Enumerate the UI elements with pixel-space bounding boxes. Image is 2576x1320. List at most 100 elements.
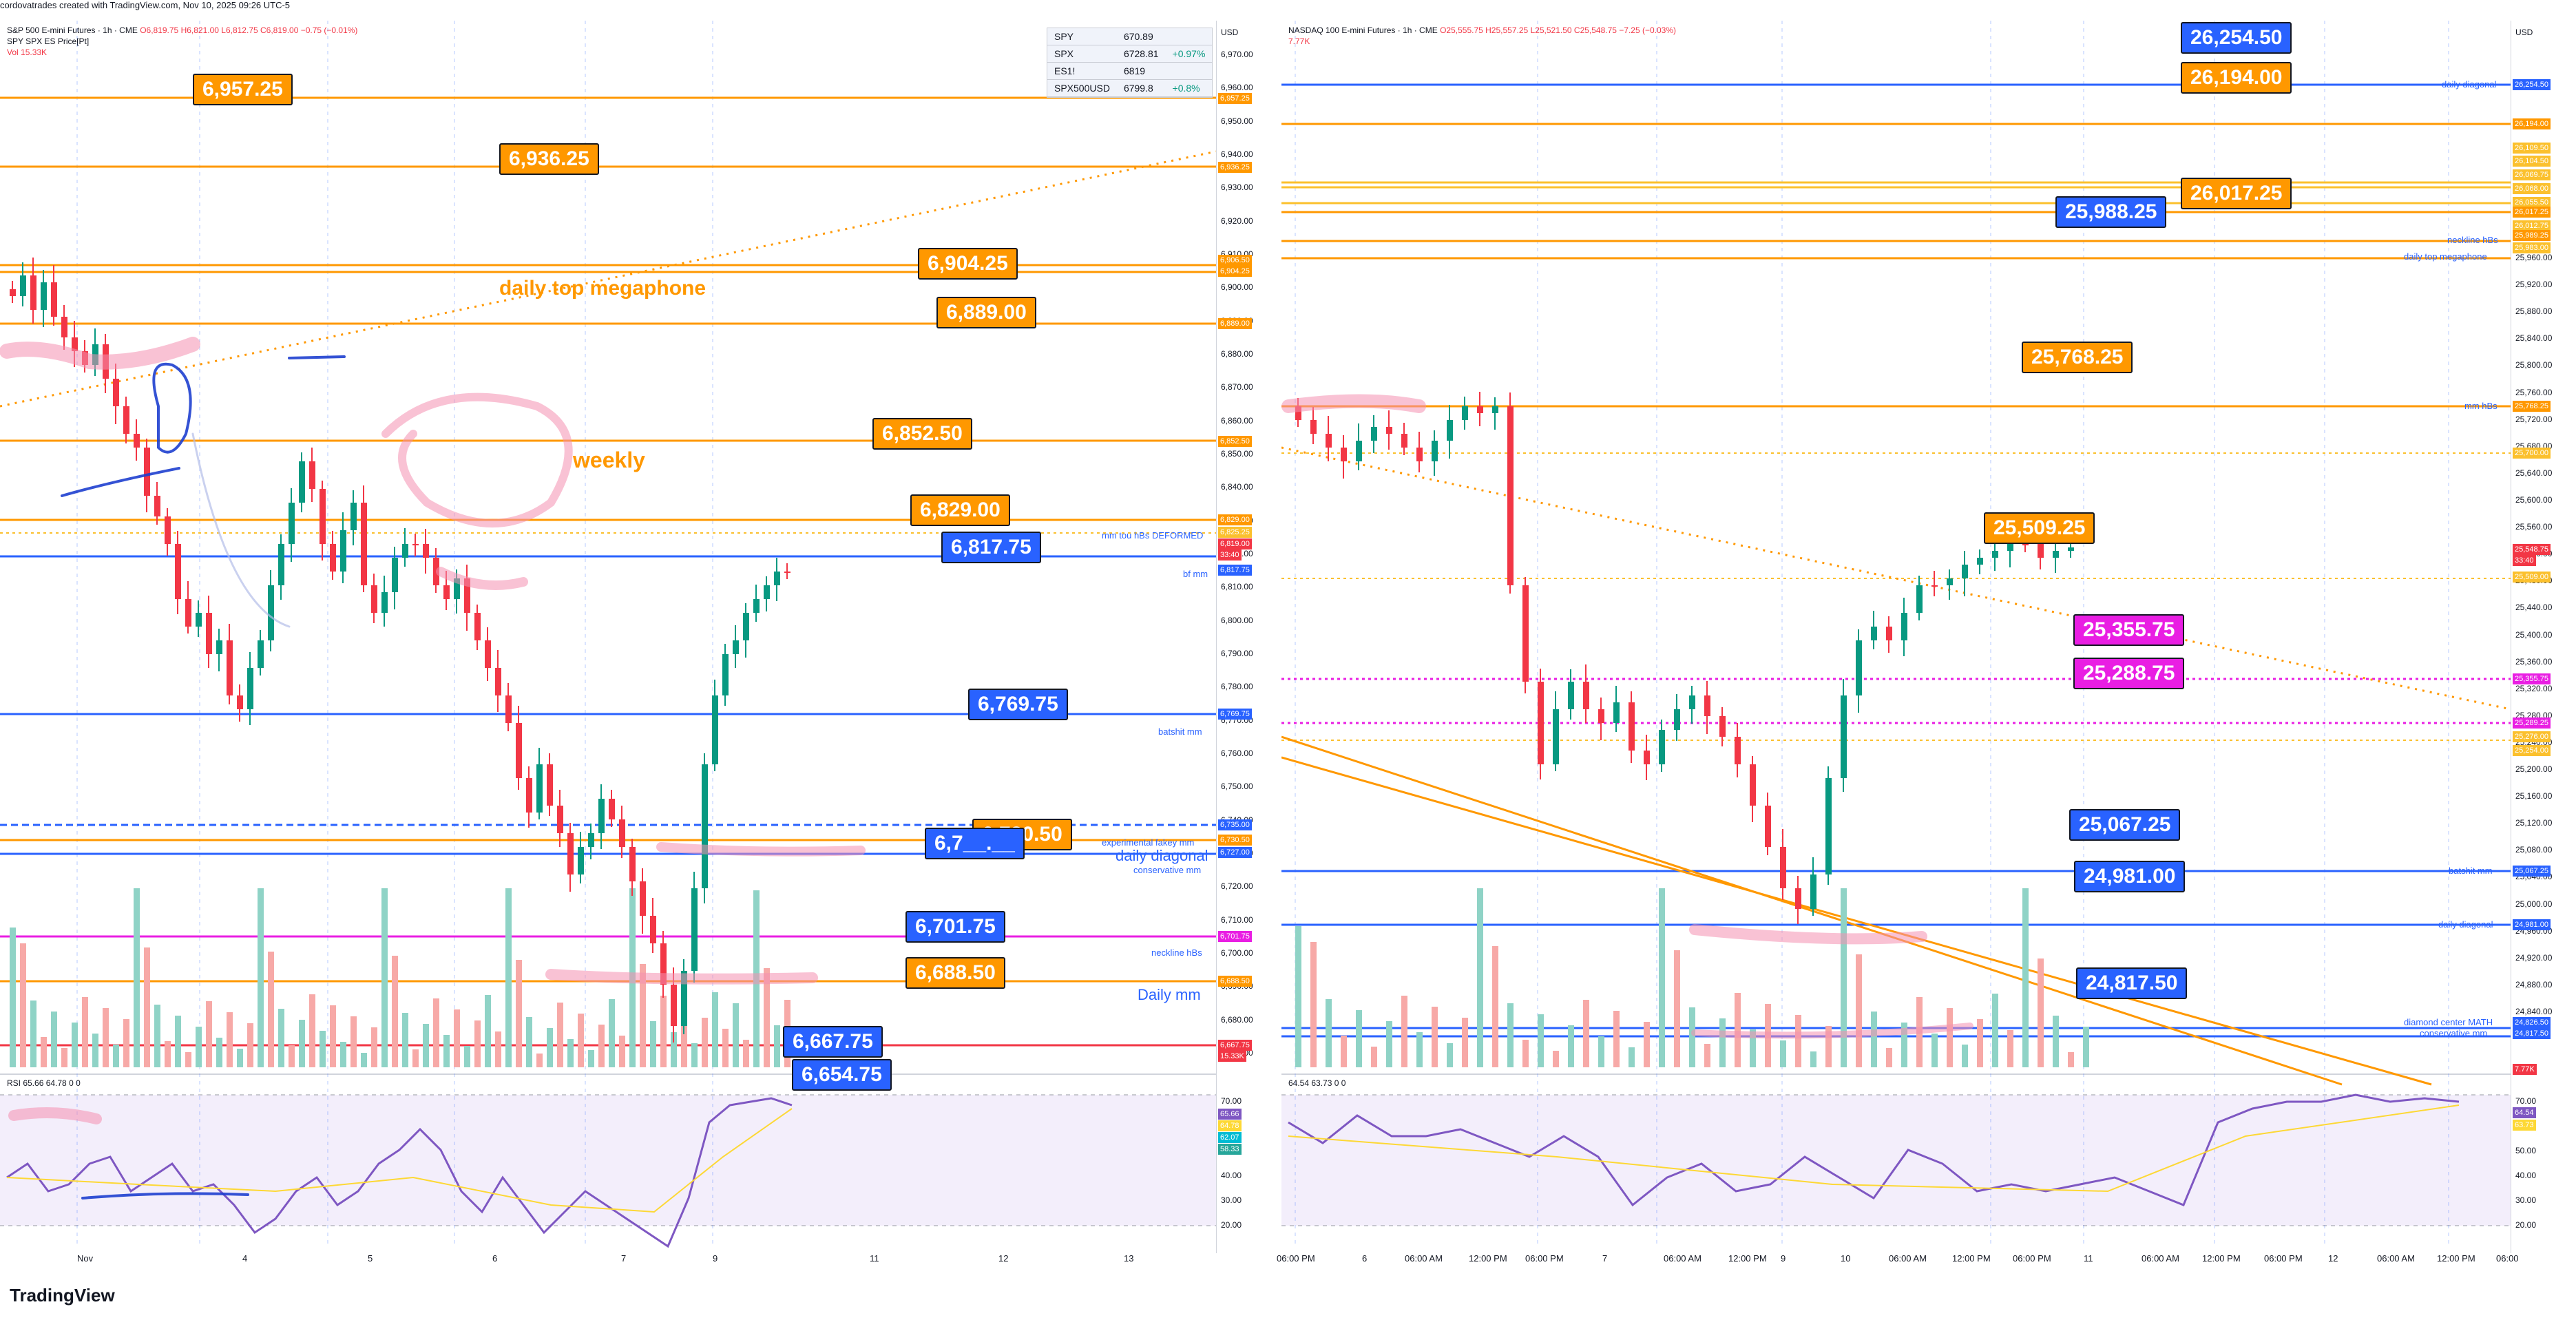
right-price-chart[interactable]: [1281, 21, 2511, 1253]
candle-body: [702, 764, 708, 888]
candle-body: [1916, 585, 1923, 613]
price-tick: 6,710.00: [1221, 914, 1253, 925]
candle-body: [2007, 544, 2013, 551]
candle-body: [227, 640, 233, 695]
price-tick: 6,760.00: [1221, 748, 1253, 758]
axis-price-label: 26,069.75: [2513, 169, 2551, 180]
candle-body: [1704, 695, 1710, 716]
price-callout[interactable]: 6,7__.__: [925, 828, 1025, 859]
candle-body: [722, 654, 729, 695]
axis-price-label: 25,983.00: [2513, 242, 2551, 253]
price-callout[interactable]: 26,017.25: [2181, 178, 2292, 209]
price-tick: 6,790.00: [1221, 649, 1253, 658]
candle-body: [1735, 737, 1741, 764]
watchlist-row[interactable]: SPX 6728.81 +0.97%: [1047, 45, 1213, 63]
candle-body: [381, 592, 388, 613]
left-price-chart[interactable]: [0, 21, 1216, 1253]
price-tick: 6,940.00: [1221, 149, 1253, 159]
candle-body: [1401, 434, 1407, 448]
axis-price-label: 26,055.50: [2513, 197, 2551, 208]
candle-body: [1795, 888, 1801, 909]
price-callout[interactable]: 6,889.00: [936, 297, 1036, 328]
watchlist-row[interactable]: SPY 670.89: [1047, 28, 1213, 45]
rsi-band: [0, 1095, 1216, 1226]
time-axis-label: 5: [368, 1253, 373, 1264]
price-callout[interactable]: 24,981.00: [2074, 861, 2186, 892]
volume-bar: [258, 888, 264, 1067]
volume-bar: [41, 1037, 47, 1067]
price-callout[interactable]: 25,768.25: [2022, 342, 2133, 373]
rsi-tick: 30.00: [1221, 1195, 1242, 1205]
level-label: mm tou hBs DEFORMED: [1102, 530, 1204, 541]
price-callout[interactable]: 6,817.75: [941, 532, 1041, 563]
watchlist-row[interactable]: ES1! 6819: [1047, 62, 1213, 80]
axis-price-label: 6,701.75: [1218, 931, 1252, 942]
level-label: mm hBs: [2464, 401, 2498, 411]
price-callout[interactable]: 26,254.50: [2181, 22, 2292, 54]
candle-body: [1447, 420, 1453, 441]
left-price-axis[interactable]: USD 6,970.00 6,960.00 6,950.00 6,940.00 6,93…: [1216, 21, 1282, 1253]
candle-body: [340, 530, 346, 572]
candle-body: [1856, 640, 1862, 695]
price-tick: 25,360.00: [2515, 656, 2553, 667]
price-callout[interactable]: 25,067.25: [2069, 809, 2181, 841]
candle-body: [2053, 551, 2059, 558]
price-callout[interactable]: 6,852.50: [872, 418, 972, 450]
price-callout[interactable]: 25,288.75: [2073, 658, 2185, 689]
volume-bar: [2007, 1030, 2013, 1067]
watch-change: +0.8%: [1165, 79, 1213, 97]
rsi-tick: 50.00: [2515, 1146, 2537, 1155]
price-callout[interactable]: 6,957.25: [193, 74, 293, 105]
left-chart-pane[interactable]: S&P 500 E-mini Futures · 1h · CME O6,819…: [0, 21, 1217, 1253]
candle-body: [578, 847, 584, 874]
price-callout[interactable]: 25,509.25: [1984, 512, 2095, 544]
price-callout[interactable]: 25,355.75: [2073, 614, 2185, 646]
candle-body: [41, 282, 47, 310]
volume-bar: [134, 888, 140, 1067]
time-axis-label: 10: [1841, 1253, 1851, 1264]
watchlist-row[interactable]: SPX500USD 6799.8 +0.8%: [1047, 79, 1213, 97]
right-chart-pane[interactable]: NASDAQ 100 E-mini Futures · 1h · CME O25…: [1281, 21, 2511, 1253]
price-callout[interactable]: 6,829.00: [910, 494, 1010, 526]
volume-bar: [289, 1045, 295, 1067]
price-callout[interactable]: 6,701.75: [905, 911, 1005, 943]
watchlist-widget: SPY 670.89 SPX 6728.81 +0.97% ES1! 6819 SPX500U…: [1047, 28, 1213, 98]
price-tick: 24,840.00: [2515, 1007, 2553, 1016]
price-callout[interactable]: 6,904.25: [918, 248, 1018, 280]
time-axis-label: 06:00 AM: [2142, 1253, 2179, 1264]
candle-body: [289, 503, 295, 544]
volume-bar: [330, 1005, 336, 1067]
volume-bar: [1568, 1025, 1574, 1067]
volume-bar: [1841, 888, 1847, 1067]
right-price-axis[interactable]: USD 25,960.00 25,920.00 25,880.00 25,840.00…: [2511, 21, 2576, 1253]
axis-price-label: 6,769.75: [1218, 709, 1252, 720]
price-callout[interactable]: 6,688.50: [905, 957, 1005, 989]
price-tick: 6,960.00: [1221, 83, 1253, 93]
price-callout[interactable]: 6,667.75: [783, 1026, 883, 1058]
price-callout[interactable]: 6,769.75: [968, 689, 1068, 720]
price-callout[interactable]: 24,817.50: [2076, 967, 2188, 999]
price-callout[interactable]: 6,654.75: [792, 1059, 892, 1091]
brand-text: TradingView: [10, 1285, 115, 1306]
axis-price-label: 6,730.50: [1218, 835, 1252, 846]
price-callout[interactable]: 26,194.00: [2181, 62, 2292, 94]
volume-bar: [433, 998, 439, 1067]
axis-price-label: 25,355.75: [2513, 673, 2551, 684]
volume-bar: [278, 1009, 284, 1067]
volume-bar: [1856, 954, 1862, 1067]
axis-price-label: 6,889.00: [1218, 318, 1252, 329]
price-callout[interactable]: 25,988.25: [2055, 196, 2167, 228]
volume-bar: [227, 1012, 233, 1067]
price-tick: 6,800.00: [1221, 615, 1253, 625]
candle-body: [516, 723, 522, 778]
right-ohlc: O25,555.75 H25,557.25 L25,521.50 C25,548…: [1440, 25, 1677, 35]
price-tick: 6,680.00: [1221, 1014, 1253, 1025]
price-callout[interactable]: 6,936.25: [499, 143, 599, 175]
axis-price-label: 26,068.00: [2513, 183, 2551, 194]
volume-bar: [1401, 996, 1407, 1067]
drawing-highlight: [1691, 1023, 1973, 1039]
candle-body: [1931, 585, 1938, 587]
candle-body: [134, 434, 140, 448]
candle-body: [1871, 627, 1877, 640]
level-label: neckline hBs: [1151, 947, 1202, 958]
